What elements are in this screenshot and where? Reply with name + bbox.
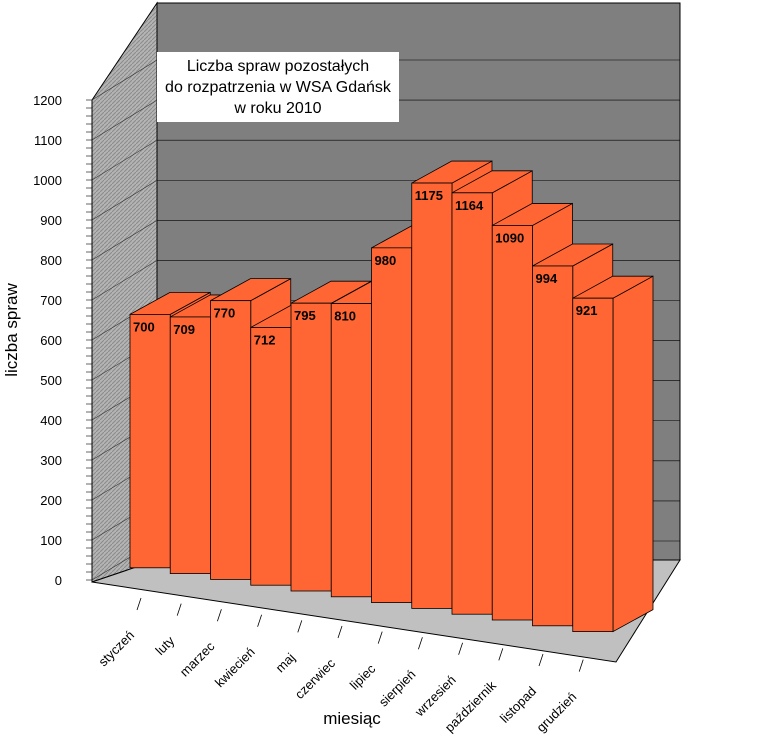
- x-tick-label: maj: [272, 650, 297, 675]
- bar-value-label: 980: [375, 253, 397, 268]
- bar-value-label: 709: [173, 322, 195, 337]
- x-tick-label: sierpień: [376, 667, 419, 710]
- bar-value-label: 1164: [455, 198, 484, 213]
- gridline-left: [91, 59, 158, 101]
- title-line-3: w roku 2010: [233, 100, 321, 117]
- x-tick: [176, 603, 182, 616]
- bar: [491, 225, 533, 621]
- bar: [330, 303, 372, 598]
- x-tick: [578, 659, 584, 672]
- y-tick-label: 300: [40, 453, 62, 468]
- gridline-left: [91, 260, 158, 301]
- title-box: [157, 52, 399, 122]
- title-line-1: Liczba spraw pozostałych: [187, 58, 369, 75]
- y-tick-label: 1200: [33, 93, 62, 108]
- x-tick-label: wrzesień: [411, 672, 459, 720]
- bar: [572, 297, 614, 633]
- x-tick-label: lipiec: [347, 661, 379, 693]
- bar: [371, 247, 413, 604]
- bar-value-label: 921: [576, 303, 598, 318]
- bar-value-label: 700: [133, 319, 155, 334]
- x-tick: [538, 653, 544, 667]
- bar: [250, 327, 292, 586]
- x-tick-label: grudzień: [533, 689, 579, 735]
- y-axis-title: liczba spraw: [2, 283, 21, 377]
- y-tick-label: 600: [40, 333, 62, 348]
- y-tick-label: 100: [40, 533, 62, 548]
- bar-value-label: 810: [334, 309, 356, 324]
- x-tick: [498, 648, 504, 661]
- x-tick: [337, 625, 343, 639]
- bar-value-label: 712: [254, 332, 276, 347]
- bar-value-label: 1090: [495, 230, 524, 245]
- bar: [169, 316, 211, 574]
- y-tick-label: 1100: [34, 133, 62, 148]
- bar: [210, 300, 252, 580]
- x-tick-label: listopad: [497, 684, 539, 726]
- y-tick-label: 200: [40, 493, 62, 508]
- x-tick: [418, 637, 423, 650]
- bar-value-label: 994: [536, 271, 558, 286]
- bar-value-label: 1175: [415, 188, 443, 203]
- x-tick: [217, 609, 222, 622]
- y-tick-label: 700: [40, 293, 62, 308]
- bar: [290, 302, 332, 592]
- x-tick: [136, 597, 142, 611]
- bar: [451, 192, 493, 615]
- x-tick: [257, 614, 262, 627]
- y-tick-label: 800: [40, 253, 62, 268]
- x-tick-label: czerwiec: [292, 655, 339, 702]
- y-tick-label: 1000: [33, 173, 62, 188]
- x-tick: [297, 620, 303, 633]
- bar-value-label: 770: [214, 306, 236, 321]
- bar: [411, 182, 453, 609]
- y-tick-label: 400: [40, 413, 62, 428]
- y-tick-label: 0: [55, 573, 62, 588]
- bar: [129, 313, 171, 569]
- x-axis-title: miesiąc: [323, 709, 381, 728]
- x-tick-label: kwiecień: [212, 644, 258, 690]
- title-line-2: do rozpatrzenia w WSA Gdańsk: [165, 79, 392, 96]
- gridline-left: [91, 179, 158, 221]
- x-tick-label: luty: [152, 633, 177, 658]
- chart-title: Liczba spraw pozostałych do rozpatrzenia…: [157, 52, 399, 122]
- gridline-left: [91, 99, 158, 141]
- bar-value-label: 795: [294, 308, 316, 323]
- x-tick-label: marzec: [177, 638, 218, 679]
- gridline-left: [91, 139, 158, 181]
- x-tick: [458, 642, 463, 655]
- x-tick: [377, 631, 383, 644]
- x-tick-label: styczeń: [95, 628, 137, 670]
- bar: [532, 265, 574, 627]
- bar-side: [612, 275, 654, 633]
- y-tick-label: 500: [40, 373, 62, 388]
- gridline-left: [91, 220, 158, 261]
- y-tick-label: 900: [40, 213, 62, 228]
